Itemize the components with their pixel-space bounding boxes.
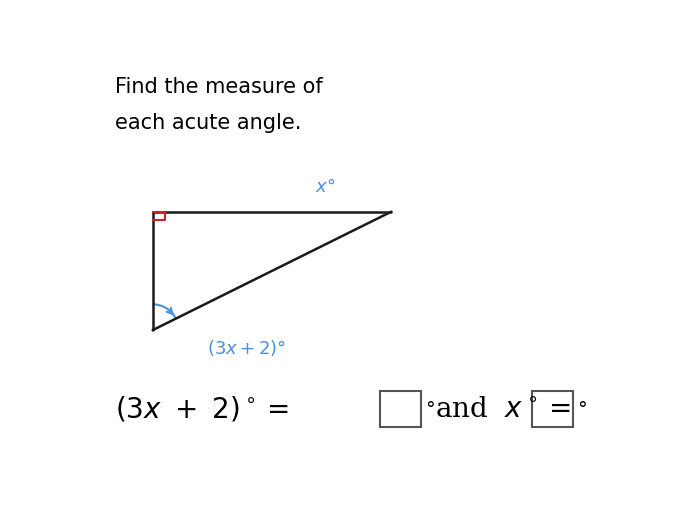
Bar <box>532 391 573 427</box>
Text: $(3x + 2)$°: $(3x + 2)$° <box>207 338 286 358</box>
Text: °: ° <box>426 400 435 419</box>
Text: °: ° <box>578 400 587 419</box>
Bar <box>381 391 421 427</box>
Text: $(3x\ +\ 2)^\circ =$: $(3x\ +\ 2)^\circ =$ <box>115 394 288 424</box>
Text: $x$°: $x$° <box>315 178 336 196</box>
Text: each acute angle.: each acute angle. <box>115 113 301 133</box>
Text: and  $x^\circ =$: and $x^\circ =$ <box>435 396 570 423</box>
Text: Find the measure of: Find the measure of <box>115 77 323 97</box>
